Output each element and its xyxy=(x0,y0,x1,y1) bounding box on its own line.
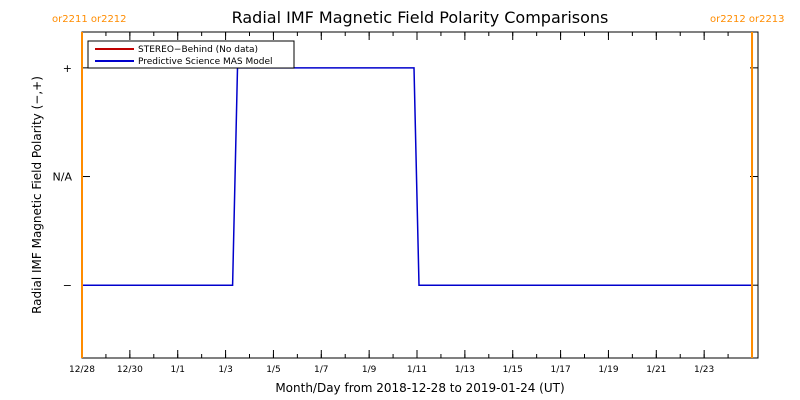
x-tick-label: 1/19 xyxy=(598,365,618,375)
legend: STEREO−Behind (No data) Predictive Scien… xyxy=(87,40,295,69)
carrington-label-end: or2212 or2213 xyxy=(710,14,785,25)
x-tick-label: 1/21 xyxy=(646,365,666,375)
plot-frame xyxy=(81,31,759,359)
x-tick-label: 1/5 xyxy=(266,365,280,375)
x-tick-label: 1/1 xyxy=(170,365,184,375)
x-tick-label: 1/15 xyxy=(503,365,523,375)
x-tick-label: 12/28 xyxy=(69,365,95,375)
y-tick-label: N/A xyxy=(53,171,73,184)
carrington-label-start: or2211 or2212 xyxy=(52,14,127,25)
x-tick-label: 12/30 xyxy=(117,365,143,375)
chart-title: Radial IMF Magnetic Field Polarity Compa… xyxy=(232,8,609,27)
x-tick-label: 1/3 xyxy=(218,365,232,375)
x-tick-label: 1/13 xyxy=(455,365,475,375)
legend-label-mas: Predictive Science MAS Model xyxy=(138,57,273,67)
legend-box xyxy=(87,40,295,69)
x-tick-label: 1/7 xyxy=(314,365,328,375)
x-tick-label: 1/23 xyxy=(694,365,714,375)
y-tick-label: − xyxy=(63,279,72,292)
series-line-1 xyxy=(82,67,751,286)
legend-label-stereo: STEREO−Behind (No data) xyxy=(138,45,258,55)
y-tick-label: + xyxy=(63,62,72,75)
x-tick-label: 1/9 xyxy=(362,365,377,375)
x-tick-label: 1/17 xyxy=(550,365,570,375)
y-axis-label: Radial IMF Magnetic Field Polarity (−,+) xyxy=(30,76,44,314)
x-tick-label: 1/11 xyxy=(407,365,427,375)
x-axis-label: Month/Day from 2018-12-28 to 2019-01-24 … xyxy=(275,381,564,395)
